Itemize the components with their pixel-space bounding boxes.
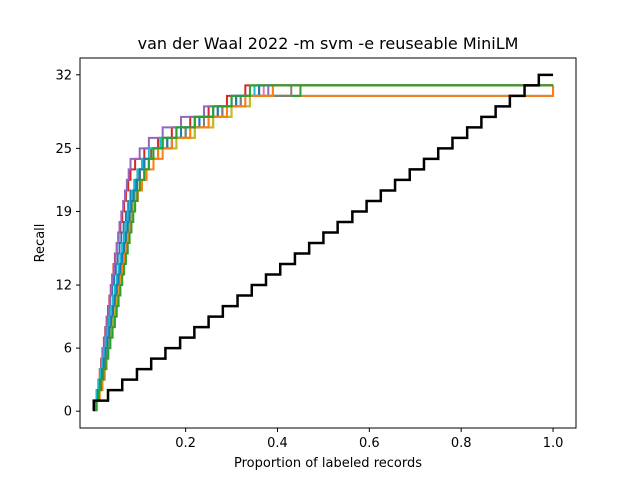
y-tick-label: 12 — [55, 279, 72, 294]
x-tick-label: 0.4 — [267, 436, 288, 451]
series-layer — [92, 73, 555, 412]
recall-curve-run-13 — [95, 84, 554, 412]
x-tick-label: 1.0 — [543, 436, 564, 451]
y-tick-label: 19 — [55, 205, 72, 220]
x-tick-label: 0.6 — [359, 436, 380, 451]
y-tick-label: 25 — [55, 142, 72, 157]
x-axis-label: Proportion of labeled records — [234, 456, 422, 471]
x-tick-label: 0.8 — [451, 436, 472, 451]
y-axis-label: Recall — [33, 224, 48, 263]
y-tick-label: 6 — [64, 342, 72, 357]
y-tick-label: 0 — [64, 405, 72, 420]
random-baseline-curve — [92, 73, 554, 412]
x-tick-label: 0.2 — [175, 436, 196, 451]
ticks-layer: 0.2 0.4 0.6 0.8 1.0 0 6 12 19 25 32 — [55, 68, 563, 451]
chart-title: van der Waal 2022 -m svm -e reuseable Mi… — [138, 34, 519, 53]
y-tick-label: 32 — [55, 68, 72, 83]
plot-frame — [79, 57, 577, 429]
